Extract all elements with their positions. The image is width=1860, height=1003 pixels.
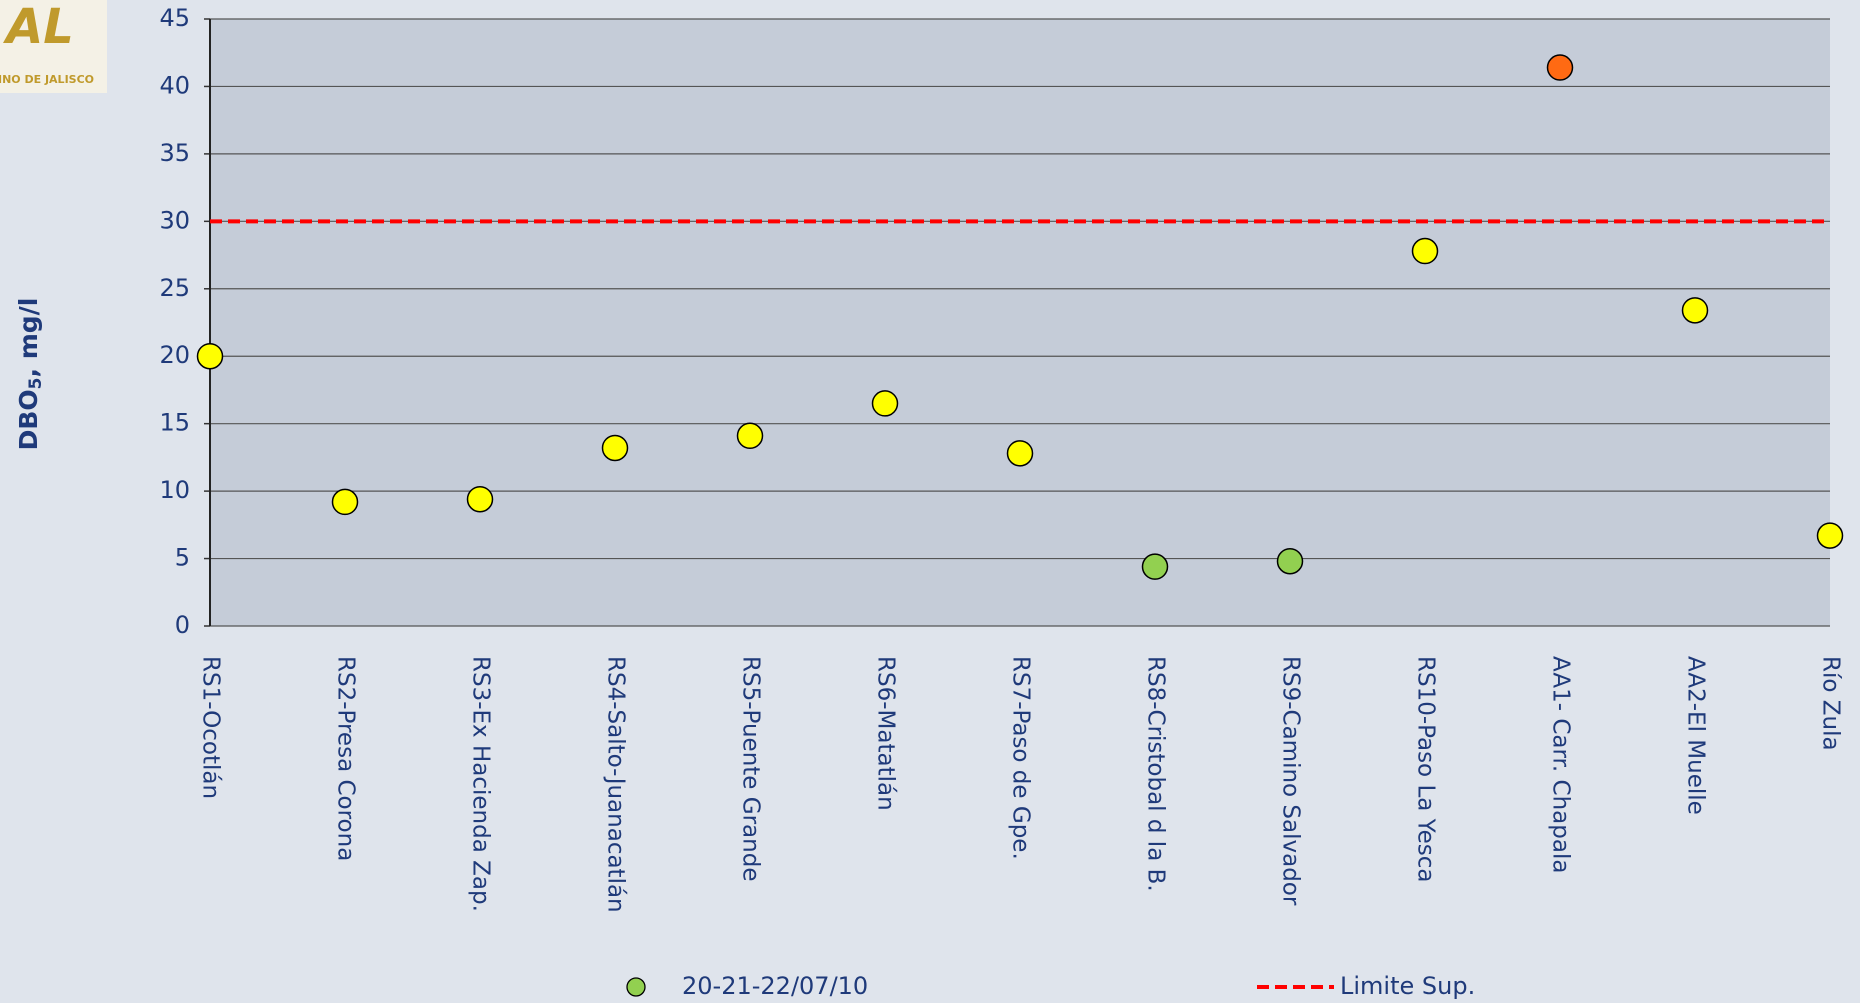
y-tick-label: 45 [159, 4, 190, 32]
x-tick-label: RS10-Paso La Yesca [1413, 656, 1439, 883]
legend-marker [626, 977, 646, 997]
point [1006, 440, 1034, 467]
point [466, 485, 494, 513]
x-tick-label: RS7-Paso de Gpe. [1008, 656, 1034, 860]
x-tick-label: RS6-Matatlán [873, 656, 899, 811]
x-tick-label: RS5-Puente Grande [738, 656, 764, 881]
y-label-rest: , mg/l [14, 298, 43, 378]
point [1141, 553, 1169, 580]
y-tick-label: 35 [159, 139, 190, 167]
point [736, 422, 764, 450]
x-tick-label: AA1- Carr. Chapala [1548, 656, 1574, 873]
plot-area [210, 19, 1830, 626]
y-tick-label: 30 [159, 206, 190, 234]
legend-label: 20-21-22/07/10 [682, 972, 868, 1000]
point [1681, 297, 1709, 324]
point [331, 488, 359, 516]
x-tick-label: RS1-Ocotlán [198, 656, 224, 799]
point [871, 390, 899, 417]
x-tick-label: RS9-Camino Salvador [1278, 656, 1304, 906]
x-tick-label: RS4-Salto-Juanacatlán [603, 656, 629, 913]
point [601, 434, 629, 462]
y-tick-label: 20 [159, 341, 190, 369]
y-tick-label: 40 [159, 71, 190, 99]
y-tick-label: 25 [159, 274, 190, 302]
x-tick-label: RS8-Cristobal d la B. [1143, 656, 1169, 892]
point [196, 342, 224, 370]
logo-box [0, 0, 107, 93]
legend-label: Limite Sup. [1340, 972, 1475, 1000]
x-tick-label: AA2-El Muelle [1683, 656, 1709, 815]
point [1546, 54, 1574, 81]
y-tick-label: 0 [175, 611, 190, 639]
x-tick-label: RS2-Presa Corona [333, 656, 359, 861]
y-label-sub: 5 [26, 377, 46, 389]
x-tick-label: Río Zula [1818, 656, 1844, 751]
point [1816, 522, 1844, 549]
y-tick-label: 15 [159, 409, 190, 437]
x-tick-label: RS3-Ex Hacienda Zap. [468, 656, 494, 912]
logo-mark: AL [2, 0, 74, 55]
y-tick-label: 5 [175, 544, 190, 572]
y-tick-label: 10 [159, 476, 190, 504]
point [1276, 548, 1304, 575]
y-axis-label: DBO5, mg/l [14, 298, 46, 451]
point [1411, 237, 1439, 265]
logo-caption: INO DE JALISCO [0, 73, 94, 86]
y-label-main: DBO [14, 389, 43, 450]
